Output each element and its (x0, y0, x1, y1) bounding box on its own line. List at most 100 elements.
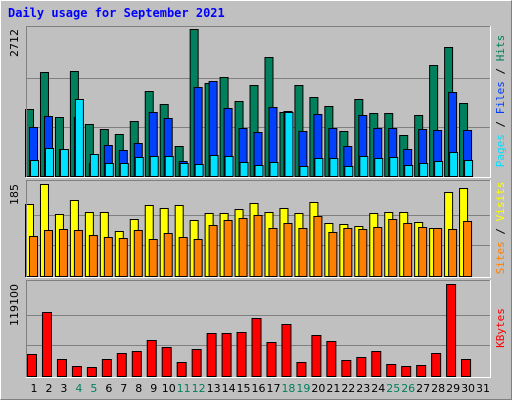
bar (356, 357, 367, 377)
x-tick-label: 5 (90, 382, 97, 395)
bar (116, 353, 127, 377)
bar (314, 158, 324, 177)
x-tick-label: 10 (162, 382, 176, 395)
bar (253, 215, 263, 277)
bar (59, 149, 69, 177)
bar (149, 156, 159, 177)
x-tick-label: 31 (476, 382, 490, 395)
y-tick-label: 2712 (8, 29, 21, 57)
bar (163, 233, 173, 277)
x-tick-label: 19 (296, 382, 310, 395)
bar (416, 365, 427, 377)
bar (283, 223, 293, 277)
bar (131, 351, 142, 377)
bar (269, 162, 279, 177)
x-tick-label: 14 (222, 382, 236, 395)
bar (404, 165, 414, 177)
bar (161, 347, 172, 377)
bar (193, 87, 203, 177)
x-tick-label: 7 (120, 382, 127, 395)
x-tick-label: 20 (311, 382, 325, 395)
x-tick-label: 22 (341, 382, 355, 395)
chart-title: Daily usage for September 2021 (8, 6, 225, 20)
bar (296, 362, 307, 377)
x-tick-label: 17 (266, 382, 280, 395)
plot-border-dark (26, 280, 490, 377)
bar (299, 166, 309, 177)
legend: Sites / Visits (494, 182, 507, 275)
bar (43, 230, 53, 277)
bar (29, 236, 38, 277)
plot-border-light (26, 180, 491, 278)
bar (221, 333, 232, 377)
bar (206, 333, 217, 377)
legend-entry: Pages (494, 134, 507, 167)
bar (403, 223, 413, 277)
x-tick-label: 1 (31, 382, 38, 395)
bar (103, 237, 113, 277)
bar (146, 340, 157, 377)
bar (71, 366, 82, 377)
y-tick-label: 185 (8, 184, 21, 205)
bar (371, 351, 382, 377)
bar (401, 366, 412, 377)
bar (30, 160, 39, 177)
bar (223, 220, 233, 277)
bar (311, 335, 322, 377)
legend-separator: / (494, 114, 507, 134)
bar (298, 228, 308, 277)
x-tick-label: 3 (60, 382, 67, 395)
bar (164, 156, 174, 177)
legend: Pages / Files / Hits (494, 35, 507, 168)
legend-entry: Visits (494, 182, 507, 222)
x-tick-label: 13 (207, 382, 221, 395)
legend-entry: Sites (494, 241, 507, 274)
legend-entry: KBytes (494, 308, 507, 348)
bar (148, 239, 158, 277)
bar (464, 160, 474, 177)
x-tick-label: 25 (386, 382, 400, 395)
bar (344, 166, 354, 177)
x-tick-label: 27 (416, 382, 430, 395)
legend-entry: Files (494, 81, 507, 114)
bar (431, 353, 442, 377)
bar (27, 354, 37, 377)
x-tick-label: 15 (237, 382, 251, 395)
legend-separator: / (494, 221, 507, 241)
plot-border-dark (26, 26, 490, 177)
bar (359, 156, 369, 177)
bar (313, 216, 323, 277)
bar (433, 228, 443, 277)
bar (194, 164, 204, 177)
plot-border-light (26, 280, 491, 378)
bar (86, 367, 97, 377)
x-tick-label: 23 (356, 382, 370, 395)
x-tick-label: 2 (45, 382, 52, 395)
x-tick-label: 6 (105, 382, 112, 395)
bar (374, 158, 384, 177)
bar (434, 161, 444, 177)
bar (239, 162, 249, 177)
x-tick-label: 8 (135, 382, 142, 395)
bar (418, 227, 428, 277)
bar (104, 163, 114, 177)
x-tick-label: 12 (192, 382, 206, 395)
x-tick-label: 26 (401, 382, 415, 395)
bar (74, 99, 84, 177)
bar (284, 112, 294, 177)
bar (461, 359, 472, 377)
plot-border-light (26, 26, 491, 178)
x-tick-label: 21 (326, 382, 340, 395)
y-tick-label: 119100 (8, 284, 21, 326)
bar (178, 237, 188, 277)
bar (44, 148, 54, 177)
bar (101, 359, 112, 377)
x-tick-label: 11 (177, 382, 191, 395)
bar (254, 165, 264, 177)
bar (134, 157, 144, 177)
bar (448, 229, 458, 277)
bar (281, 324, 292, 377)
x-tick-label: 9 (150, 382, 157, 395)
bar (56, 359, 67, 377)
